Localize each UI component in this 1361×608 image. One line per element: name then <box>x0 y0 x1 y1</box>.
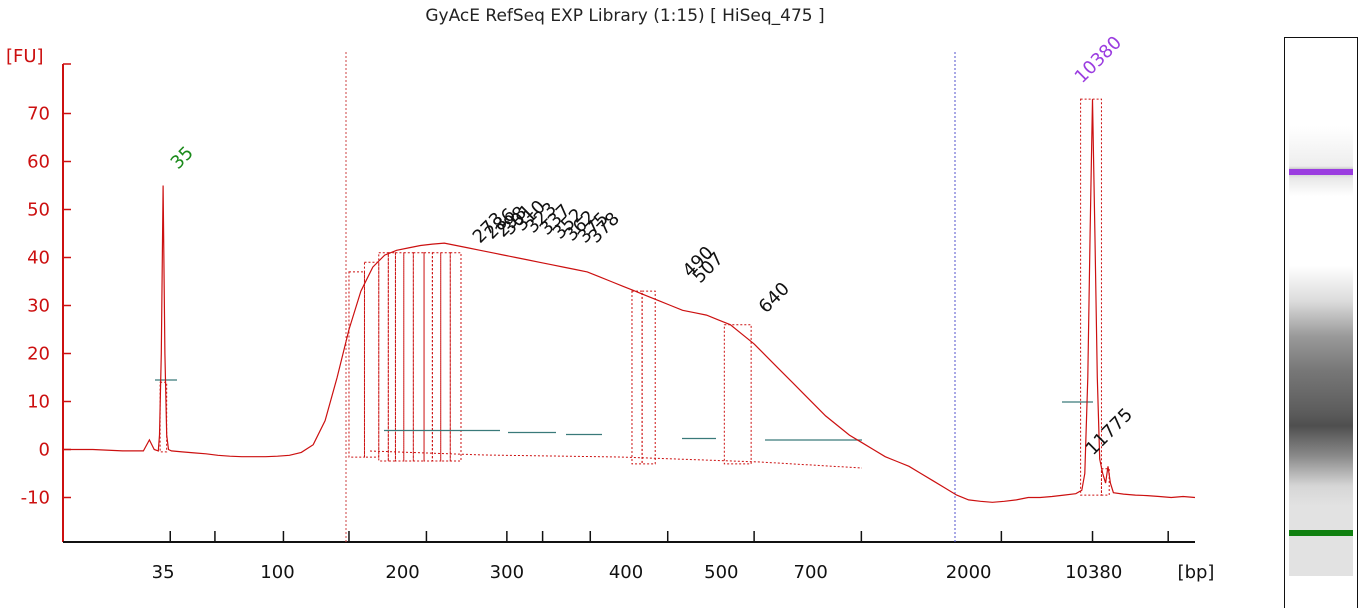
peak-integration-box <box>723 324 752 465</box>
peak-integration-box <box>378 252 389 462</box>
peak-integration-box <box>363 261 380 458</box>
gel-lane-smear <box>1289 126 1353 576</box>
peak-integration-box <box>440 252 451 462</box>
y-tick-label: 50 <box>27 200 50 221</box>
x-tick-label: 2000 <box>946 562 992 583</box>
marker-label: 10380 <box>1071 32 1126 87</box>
smear-baseline <box>369 450 863 469</box>
y-axis-label: [FU] <box>6 46 44 67</box>
chart-title: GyAcE RefSeq EXP Library (1:15) [ HiSeq_… <box>425 6 825 26</box>
peak-integration-box <box>348 271 365 458</box>
y-tick-label: -10 <box>21 488 50 509</box>
x-tick-label: 400 <box>609 562 643 583</box>
x-tick-label: 200 <box>385 562 419 583</box>
peak-integration-box <box>449 252 462 462</box>
x-axis-label: [bp] <box>1178 562 1215 583</box>
y-tick-label: 60 <box>27 152 50 173</box>
y-tick-label: 30 <box>27 296 50 317</box>
peak-integration-box <box>631 290 643 465</box>
peak-integration-box <box>431 252 442 462</box>
peak-label: 640 <box>755 278 794 317</box>
peak-integration-box <box>1100 468 1110 496</box>
peak-integration-box <box>423 252 433 462</box>
gel-lane-panel <box>1284 37 1358 608</box>
peak-label: 11775 <box>1082 404 1137 459</box>
peak-integration-box <box>412 252 425 462</box>
peak-integration-box <box>394 252 405 462</box>
x-tick-label: 700 <box>794 562 828 583</box>
peak-integration-box <box>641 290 656 465</box>
peak-integration-box <box>387 252 396 462</box>
x-tick-label: 10380 <box>1065 562 1122 583</box>
y-tick-label: 0 <box>39 440 50 461</box>
x-tick-label: 100 <box>260 562 294 583</box>
y-tick-label: 20 <box>27 344 50 365</box>
lower-marker-band <box>1289 530 1353 536</box>
y-tick-label: 10 <box>27 392 50 413</box>
x-tick-label: 500 <box>704 562 738 583</box>
x-tick-label: 35 <box>152 562 175 583</box>
upper-marker-band <box>1289 169 1353 175</box>
marker-label: 35 <box>167 142 198 173</box>
electropherogram-trace <box>63 99 1196 503</box>
y-tick-label: 70 <box>27 104 50 125</box>
peak-integration-box <box>403 252 414 462</box>
x-tick-label: 300 <box>490 562 524 583</box>
y-tick-label: 40 <box>27 248 50 269</box>
